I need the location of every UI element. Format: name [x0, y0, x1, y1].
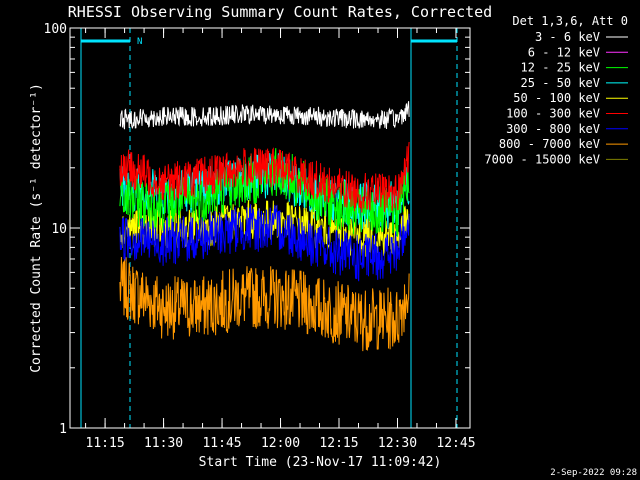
x-axis: 11:15 11:30 11:45 12:00 12:15 12:30 12:45 [85, 28, 476, 451]
series-layer [119, 101, 410, 352]
annotation-label: N [137, 37, 142, 47]
legend-label: 6 - 12 keV [528, 45, 600, 59]
x-tick-label: 12:45 [436, 436, 475, 451]
legend-label: 3 - 6 keV [535, 30, 600, 44]
x-tick-label: 11:30 [144, 436, 183, 451]
x-axis-label: Start Time (23-Nov-17 11:09:42) [199, 455, 442, 470]
series-line-3-6-kev [119, 101, 410, 130]
y-tick-label: 10 [51, 222, 67, 237]
series-line-12-25-kev [119, 148, 410, 237]
legend-label: 7000 - 15000 keV [484, 152, 600, 166]
x-tick-label: 11:45 [202, 436, 241, 451]
chart-title: RHESSI Observing Summary Count Rates, Co… [68, 3, 492, 21]
x-tick-label: 12:00 [261, 436, 300, 451]
legend-label: 800 - 7000 keV [499, 137, 600, 151]
y-axis: 1 10 100 [44, 22, 470, 437]
x-tick-label: 11:15 [86, 436, 125, 451]
legend-label: 50 - 100 keV [513, 91, 600, 105]
legend-label: 12 - 25 keV [521, 61, 600, 75]
footer-timestamp: 2-Sep-2022 09:28 [550, 468, 637, 478]
legend-header: Det 1,3,6, Att 0 [512, 14, 628, 28]
legend-label: 25 - 50 keV [521, 76, 600, 90]
series-line-800-7000-kev [119, 256, 410, 352]
y-axis-label: Corrected Count Rate (s⁻¹ detector⁻¹) [29, 83, 44, 373]
y-tick-label: 1 [59, 422, 67, 437]
x-tick-label: 12:15 [319, 436, 358, 451]
series-line-300-800-kev [119, 204, 410, 282]
legend-label: 100 - 300 keV [506, 107, 600, 121]
x-tick-label: 12:30 [378, 436, 417, 451]
series-line-100-300-kev [119, 141, 410, 213]
legend-label: 300 - 800 keV [506, 122, 600, 136]
observing-intervals: N [80, 28, 458, 428]
y-tick-label: 100 [44, 22, 67, 37]
